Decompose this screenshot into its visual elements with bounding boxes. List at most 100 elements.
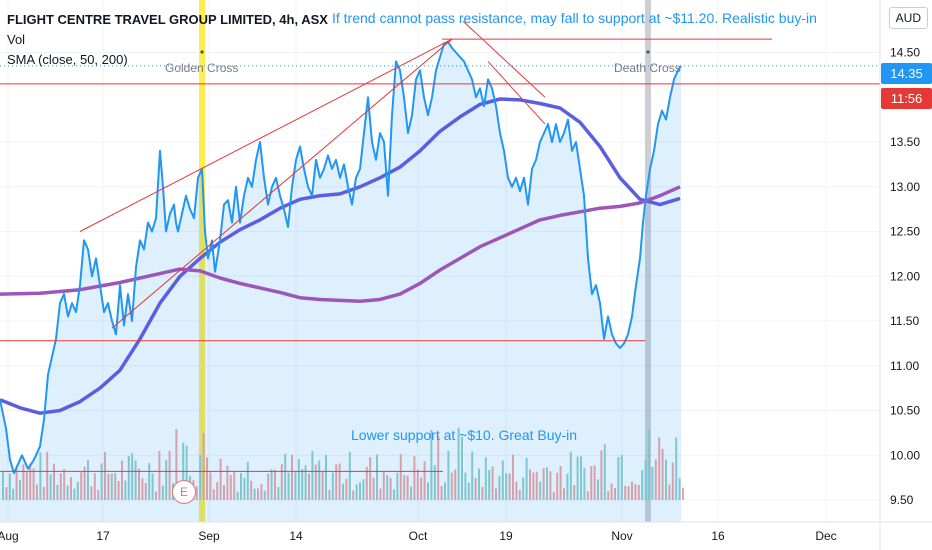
volume-bar [498, 476, 501, 500]
volume-bar [634, 484, 637, 500]
volume-bar [532, 472, 535, 500]
volume-bar [593, 465, 596, 500]
volume-bar [614, 488, 616, 500]
volume-bar [389, 478, 392, 500]
price-line[interactable] [0, 40, 682, 475]
volume-bar [39, 452, 42, 500]
volume-bar [131, 453, 134, 500]
volume-bar [114, 473, 117, 500]
volume-indicator-label[interactable]: Vol [7, 32, 26, 47]
volume-bar [372, 477, 375, 500]
y-tick-label: 10.50 [890, 404, 920, 418]
price-area [0, 41, 681, 523]
y-tick-label: 9.50 [890, 493, 914, 507]
volume-bar [450, 472, 453, 500]
volume-bar [379, 488, 382, 500]
support-annotation: Lower support at ~$10. Great Buy-in [351, 427, 578, 443]
event-dot [646, 50, 650, 54]
x-tick-label: 14 [289, 529, 303, 543]
volume-bar [546, 467, 548, 500]
volume-bar [314, 464, 317, 500]
volume-bar [59, 473, 62, 500]
volume-bar [637, 484, 640, 500]
volume-bar [263, 490, 266, 500]
volume-bar [348, 451, 351, 500]
volume-bar [522, 477, 525, 500]
sma-indicator-label[interactable]: SMA (close, 50, 200) [7, 52, 128, 67]
trend-line[interactable] [79, 38, 453, 232]
volume-bar [212, 489, 215, 500]
currency-selector[interactable]: AUD [888, 7, 928, 29]
trend-line[interactable] [462, 20, 546, 98]
volume-bar [274, 469, 276, 500]
volume-bar [76, 481, 79, 500]
volume-bar [444, 482, 446, 500]
volume-bar [644, 459, 647, 500]
volume-bar [658, 437, 661, 500]
sma-200-line[interactable] [0, 185, 681, 304]
volume-bar [573, 484, 576, 500]
volume-bar [46, 451, 49, 500]
volume-bar [654, 459, 657, 500]
volume-bar [5, 487, 8, 500]
volume-bar [461, 436, 463, 500]
chart-title: FLIGHT CENTRE TRAVEL GROUP LIMITED, 4h, … [7, 12, 328, 27]
volume-bar [168, 450, 171, 500]
volume-bar [457, 427, 460, 500]
volume-bar [671, 462, 674, 500]
volume-bar [250, 480, 253, 500]
volume-bar [260, 484, 263, 500]
volume-bar [518, 489, 521, 500]
earnings-marker[interactable]: E [172, 480, 196, 504]
volume-bar [427, 482, 429, 500]
chart-legend: FLIGHT CENTRE TRAVEL GROUP LIMITED, 4h, … [7, 10, 328, 70]
volume-bar [49, 474, 52, 500]
sma-50-line[interactable] [0, 97, 681, 415]
volume-bar [308, 473, 310, 500]
volume-bar [641, 470, 644, 500]
y-tick-label: 10.00 [890, 448, 920, 462]
volume-bar [12, 488, 15, 500]
volume-bar [110, 473, 113, 500]
volume-bar [563, 488, 565, 500]
volume-bar [430, 429, 433, 500]
x-tick-label: Dec [815, 529, 836, 543]
volume-bar [70, 477, 72, 500]
y-tick-label: 13.00 [890, 180, 920, 194]
x-tick-label: Nov [611, 529, 632, 543]
volume-bar [678, 477, 681, 500]
volume-bar [124, 480, 127, 500]
x-tick-label: 16 [711, 529, 725, 543]
volume-bar [216, 482, 219, 500]
last-price-label: 14.35 [881, 63, 932, 84]
volume-bar [80, 472, 83, 500]
volume-bar [386, 475, 389, 500]
volume-bar [311, 451, 314, 500]
trend-line[interactable] [487, 61, 546, 125]
volume-bar [675, 437, 678, 500]
volume-bar [365, 466, 368, 500]
volume-bar [481, 486, 484, 500]
volume-bar [25, 471, 28, 500]
volume-bar [257, 488, 259, 500]
volume-bar [491, 466, 494, 500]
volume-bar [267, 473, 270, 500]
y-tick-label: 14.50 [890, 46, 920, 60]
volume-bar [209, 472, 212, 500]
event-dot [200, 50, 204, 54]
volume-bar [620, 455, 623, 500]
volume-bar [233, 471, 236, 500]
volume-bar [590, 466, 593, 500]
x-tick-label: Aug [0, 529, 19, 543]
volume-bar [665, 459, 667, 500]
volume-bar [376, 454, 378, 500]
trend-line[interactable] [111, 38, 453, 329]
volume-bar [512, 454, 514, 500]
volume-bar [19, 480, 21, 500]
volume-bar [36, 484, 38, 500]
volume-bar [93, 473, 96, 500]
volume-bar [661, 448, 664, 500]
volume-bar [246, 461, 249, 500]
volume-bar [291, 454, 293, 500]
